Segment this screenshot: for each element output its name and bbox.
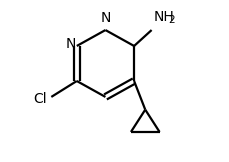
Text: NH: NH	[153, 10, 173, 24]
Text: N: N	[65, 37, 75, 51]
Text: 2: 2	[167, 15, 174, 25]
Text: Cl: Cl	[33, 92, 46, 105]
Text: N: N	[100, 11, 110, 25]
